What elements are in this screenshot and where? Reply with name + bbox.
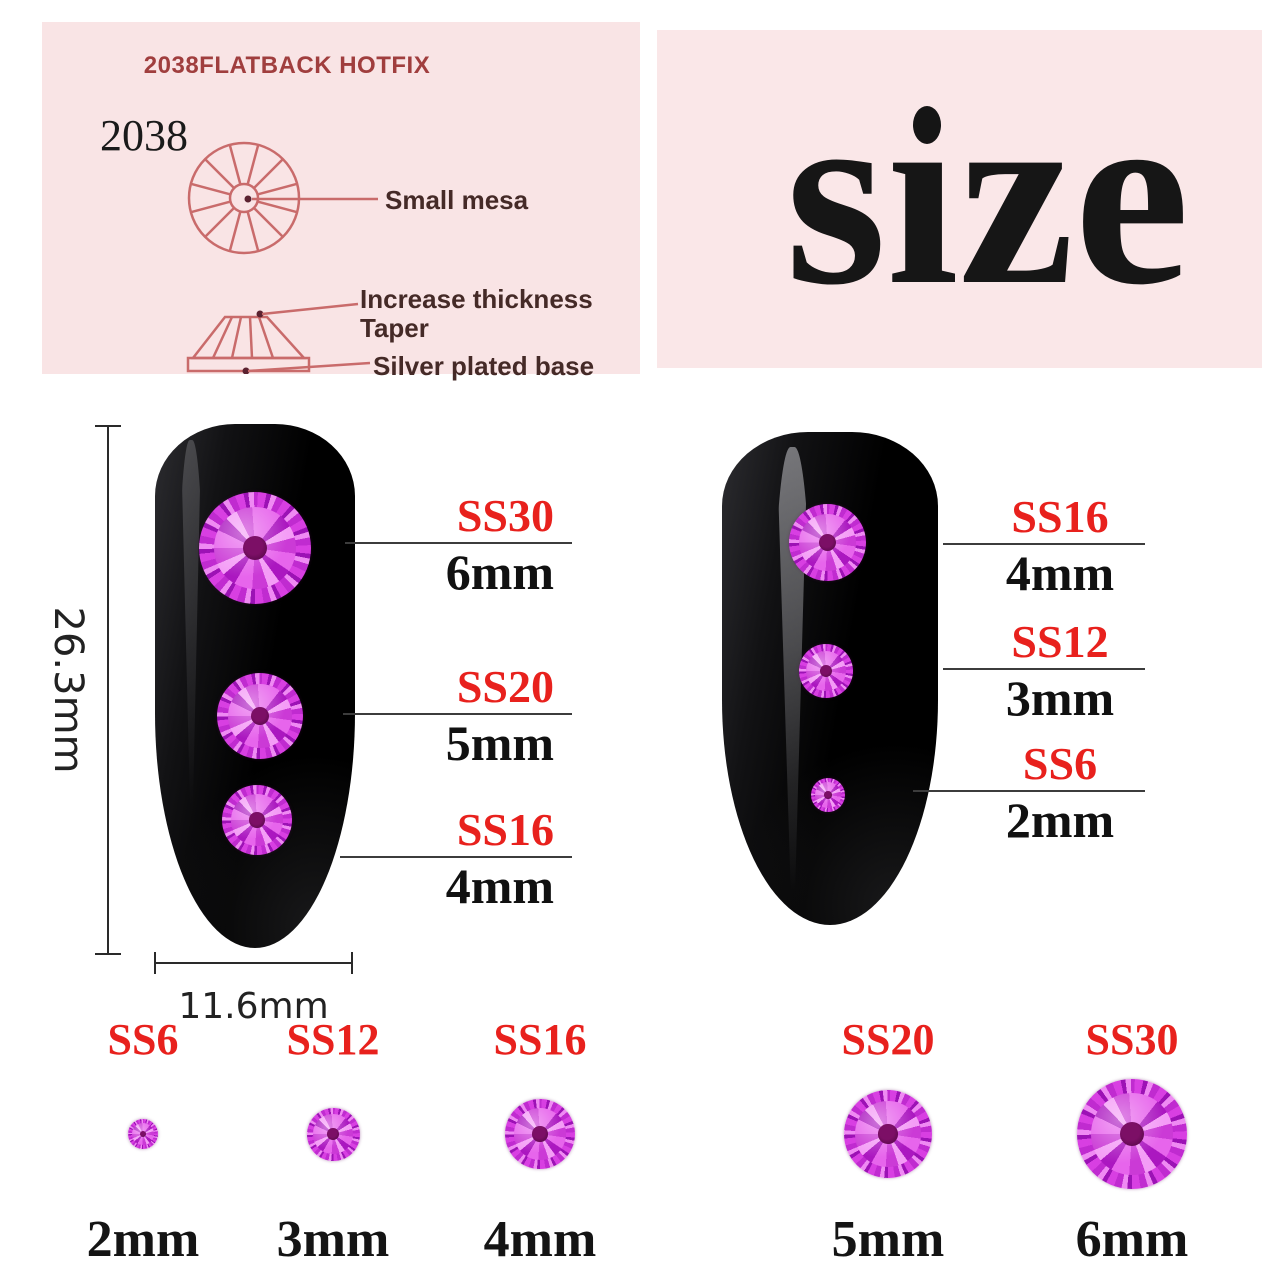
callout-ss20: SS20 5mm [343,660,572,770]
rhinestone-ss30 [199,492,311,604]
callout-ss16: SS16 4mm [340,803,572,913]
callout-size: 6mm [445,544,554,600]
height-dimension-line [95,425,121,955]
width-dimension-label: 11.6mm [178,986,329,1027]
callout-line [340,856,572,858]
flatback-diagram-panel: 2038FLATBACK HOTFIX 2038 Small mesa Incr… [42,22,640,381]
callout-code: SS6 [1022,738,1098,789]
size-row-item-ss6: SS6 2mm [33,1016,253,1269]
callout-size: 5mm [445,715,554,771]
callout-ss30: SS30 6mm [345,489,572,599]
callout-line [345,542,572,544]
size-row-item-ss16: SS16 4mm [430,1016,650,1269]
rhinestone-ss12 [306,1107,360,1161]
rhinestone-ss20 [217,673,303,759]
callout-ss6-right: SS6 2mm [913,737,1145,847]
rhinestone-ss30 [1077,1079,1187,1189]
size-title-panel: sıze [657,30,1262,368]
dimension-cap [95,953,121,955]
rhinestone-ss12 [799,644,853,698]
size-code: SS12 [286,1015,380,1064]
dimension-tick [154,952,156,974]
callout-line [343,713,572,715]
callout-code: SS16 [456,804,554,855]
callout-code: SS12 [1011,616,1109,667]
size-mm: 2mm [86,1211,200,1268]
size-dot-icon [913,106,941,144]
callout-size: 3mm [1005,670,1115,726]
nail-gloss-highlight [180,439,202,807]
size-row-item-ss20: SS20 5mm [778,1016,998,1269]
size-title: sıze [785,51,1190,339]
rhinestone-ss6 [811,778,845,812]
height-dimension-label: 26.3mm [45,606,91,774]
callout-ss12-right: SS12 3mm [943,615,1145,725]
panel-title: 2038FLATBACK HOTFIX [143,52,431,79]
rhinestone-technical-drawing-icon [186,141,378,374]
rhinestone-ss16 [505,1099,575,1169]
callout-code: SS20 [456,661,554,712]
size-mm: 4mm [483,1211,597,1268]
size-mm: 3mm [276,1211,390,1268]
dimension-tick [351,952,353,974]
model-number: 2038 [100,111,188,160]
rhinestone-ss16 [222,785,292,855]
label-small-mesa: Small mesa [385,185,529,215]
size-mm: 6mm [1075,1211,1189,1268]
callout-size: 4mm [1005,545,1115,601]
callout-code: SS30 [456,490,554,541]
size-row-item-ss12: SS12 3mm [223,1016,443,1269]
callout-size: 2mm [1005,792,1115,848]
callout-ss16-right: SS16 4mm [943,490,1145,600]
width-dimension-line [154,952,353,974]
rhinestone-ss6 [128,1119,158,1149]
size-mm: 5mm [831,1211,945,1268]
label-taper: Taper [360,313,429,343]
dimension-cap [95,425,121,427]
callout-code: SS16 [1011,491,1109,542]
rhinestone-ss20 [844,1090,932,1178]
size-code: SS30 [1085,1015,1179,1064]
callout-line [943,543,1145,545]
size-code: SS20 [841,1015,935,1064]
label-silver-plated-base: Silver plated base [373,351,595,381]
label-increase-thickness: Increase thickness [360,284,593,314]
callout-line [913,790,1145,792]
size-row-item-ss30: SS30 6mm [1022,1016,1242,1269]
size-code: SS6 [107,1015,179,1064]
size-code: SS16 [493,1015,587,1064]
callout-line [943,668,1145,670]
rhinestone-ss16 [789,504,866,581]
callout-size: 4mm [445,858,554,914]
